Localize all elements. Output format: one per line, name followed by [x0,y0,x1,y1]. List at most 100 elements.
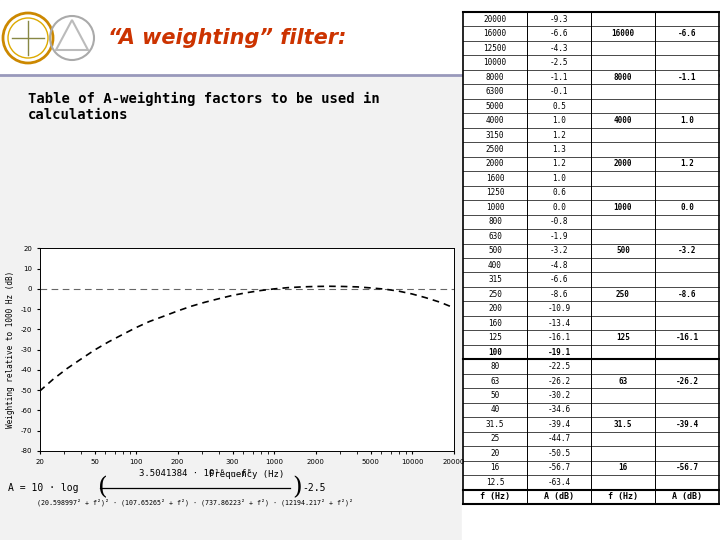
Text: 800: 800 [488,217,502,226]
Text: 16000: 16000 [611,29,634,38]
Text: f (Hz): f (Hz) [480,492,510,501]
Text: 500: 500 [616,246,630,255]
Text: -4.3: -4.3 [550,44,568,53]
Text: 1.3: 1.3 [552,145,566,154]
Text: f (Hz): f (Hz) [608,492,638,501]
Text: A (dB): A (dB) [672,492,702,501]
Text: 25: 25 [490,434,500,443]
Bar [0,0,720,75]
Text: 12500: 12500 [483,44,507,53]
Text: -34.6: -34.6 [547,406,570,414]
Text: 6300: 6300 [486,87,504,96]
Text: 250: 250 [616,289,630,299]
Bar [0,0,462,540]
Text: ): ) [292,476,302,500]
Text: 20000: 20000 [483,15,507,24]
Text: 1600: 1600 [486,174,504,183]
Text: -0.8: -0.8 [550,217,568,226]
Text: Table of A-weighting factors to be used in: Table of A-weighting factors to be used … [28,92,379,106]
Text: -8.6: -8.6 [550,289,568,299]
Text: -30.2: -30.2 [547,391,570,400]
Text: -22.5: -22.5 [547,362,570,371]
Text: 4000: 4000 [613,116,632,125]
Text: 160: 160 [488,319,502,328]
Text: -10.9: -10.9 [547,304,570,313]
Text: 63: 63 [618,376,628,386]
Text: -3.2: -3.2 [550,246,568,255]
Text: 100: 100 [488,348,502,356]
Text: -3.2: -3.2 [678,246,696,255]
Text: 1.2: 1.2 [552,159,566,168]
Text: A = 10 · log: A = 10 · log [8,483,78,493]
Text: 315: 315 [488,275,502,284]
Text: -26.2: -26.2 [675,376,698,386]
Text: 1.0: 1.0 [552,174,566,183]
Text: 1.2: 1.2 [552,131,566,139]
Text: -39.4: -39.4 [547,420,570,429]
Text: 3150: 3150 [486,131,504,139]
Bar [463,12,719,504]
Text: 125: 125 [616,333,630,342]
X-axis label: Frequency (Hz): Frequency (Hz) [209,470,284,479]
Text: 3.5041384 · 10¹⁶ · f⁸: 3.5041384 · 10¹⁶ · f⁸ [138,469,251,478]
Text: 50: 50 [490,391,500,400]
Text: -0.1: -0.1 [550,87,568,96]
Text: -1.9: -1.9 [550,232,568,241]
Text: -19.1: -19.1 [547,348,570,356]
Text: -63.4: -63.4 [547,478,570,487]
Bar [462,0,720,540]
Text: -26.2: -26.2 [547,376,570,386]
Text: 500: 500 [488,246,502,255]
Text: -39.4: -39.4 [675,420,698,429]
Text: 1.0: 1.0 [680,116,694,125]
Text: 125: 125 [488,333,502,342]
Text: -56.7: -56.7 [675,463,698,472]
Text: -6.6: -6.6 [550,29,568,38]
Text: 0.0: 0.0 [552,203,566,212]
Text: 1000: 1000 [486,203,504,212]
Y-axis label: Weighting relative to 1000 Hz (dB): Weighting relative to 1000 Hz (dB) [6,271,15,428]
Text: -56.7: -56.7 [547,463,570,472]
Text: -44.7: -44.7 [547,434,570,443]
Text: “A weighting” filter:: “A weighting” filter: [108,28,346,48]
Text: -1.1: -1.1 [550,72,568,82]
Text: -8.6: -8.6 [678,289,696,299]
Text: 40: 40 [490,406,500,414]
Text: 1000: 1000 [613,203,632,212]
Text: -50.5: -50.5 [547,449,570,458]
Text: calculations: calculations [28,108,128,122]
Text: -9.3: -9.3 [550,15,568,24]
Text: 630: 630 [488,232,502,241]
Text: 63: 63 [490,376,500,386]
Text: -13.4: -13.4 [547,319,570,328]
Text: -16.1: -16.1 [675,333,698,342]
Text: 250: 250 [488,289,502,299]
Text: -1.1: -1.1 [678,72,696,82]
Text: 1.2: 1.2 [680,159,694,168]
Text: 1250: 1250 [486,188,504,198]
Text: -16.1: -16.1 [547,333,570,342]
Text: -6.6: -6.6 [550,275,568,284]
Text: (20.598997² + f²)² · (107.65265² + f²) · (737.86223² + f²) · (12194.217² + f²)²: (20.598997² + f²)² · (107.65265² + f²) ·… [37,498,353,505]
Text: 10000: 10000 [483,58,507,67]
Text: 2000: 2000 [613,159,632,168]
Text: 16: 16 [490,463,500,472]
Text: 12.5: 12.5 [486,478,504,487]
Text: 80: 80 [490,362,500,371]
Text: 8000: 8000 [613,72,632,82]
Text: 0.0: 0.0 [680,203,694,212]
Text: 200: 200 [488,304,502,313]
Text: 2500: 2500 [486,145,504,154]
Text: 20: 20 [490,449,500,458]
Text: (: ( [98,476,108,500]
Text: -6.6: -6.6 [678,29,696,38]
Text: 400: 400 [488,261,502,270]
Text: A (dB): A (dB) [544,492,574,501]
Text: 1.0: 1.0 [552,116,566,125]
Text: 31.5: 31.5 [613,420,632,429]
Text: 16: 16 [618,463,628,472]
Text: 16000: 16000 [483,29,507,38]
Text: 5000: 5000 [486,102,504,111]
Text: 2000: 2000 [486,159,504,168]
Text: 8000: 8000 [486,72,504,82]
